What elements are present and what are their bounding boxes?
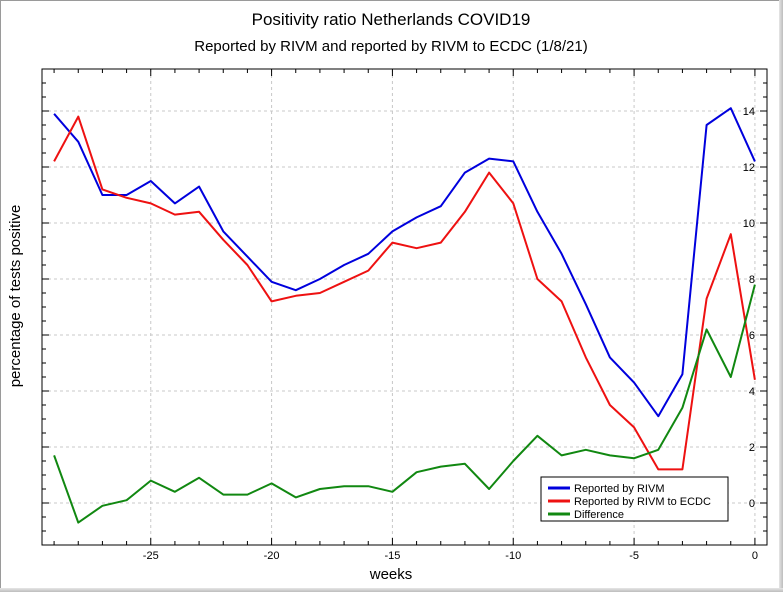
y-tick-label: 14 bbox=[743, 106, 755, 118]
grid bbox=[42, 69, 767, 545]
frame-shadow-right bbox=[779, 0, 783, 592]
x-tick-label: -5 bbox=[629, 550, 639, 562]
series-line-reported-by-rivm-to-ecdc bbox=[53, 115, 756, 471]
x-tick-label: 0 bbox=[752, 550, 758, 562]
series-lines bbox=[53, 107, 756, 524]
x-axis-label: weeks bbox=[369, 566, 413, 583]
series-line-reported-by-rivm bbox=[53, 107, 756, 418]
x-tick-label: -10 bbox=[505, 550, 521, 562]
chart-title: Positivity ratio Netherlands COVID19 bbox=[252, 10, 531, 29]
y-tick-label: 6 bbox=[749, 330, 755, 342]
legend-box bbox=[540, 476, 729, 522]
x-tick-label: -15 bbox=[384, 550, 400, 562]
y-tick-label: 0 bbox=[749, 498, 755, 510]
x-tick-label: -20 bbox=[264, 550, 280, 562]
y-tick-label: 8 bbox=[749, 274, 755, 286]
y-tick-label: 10 bbox=[743, 218, 755, 230]
chart-subtitle: Reported by RIVM and reported by RIVM to… bbox=[194, 38, 588, 55]
axis-ticks: -25 -20 -15 -10 -5 0 0 2 4 6 8 10 12 14 bbox=[42, 68, 767, 562]
x-tick-label: -25 bbox=[143, 550, 159, 562]
y-axis-label: percentage of tests positive bbox=[7, 205, 24, 388]
series-line-difference bbox=[53, 284, 756, 524]
y-tick-label: 4 bbox=[749, 386, 755, 398]
y-tick-label: 12 bbox=[743, 162, 755, 174]
legend-label-reported-by-rivm: Reported by RIVM bbox=[574, 483, 664, 495]
legend-label-difference: Difference bbox=[574, 509, 624, 521]
frame-shadow-bottom bbox=[0, 588, 783, 592]
legend-label-reported-by-rivm-to-ecdc: Reported by RIVM to ECDC bbox=[574, 496, 711, 508]
y-tick-label: 2 bbox=[749, 442, 755, 454]
